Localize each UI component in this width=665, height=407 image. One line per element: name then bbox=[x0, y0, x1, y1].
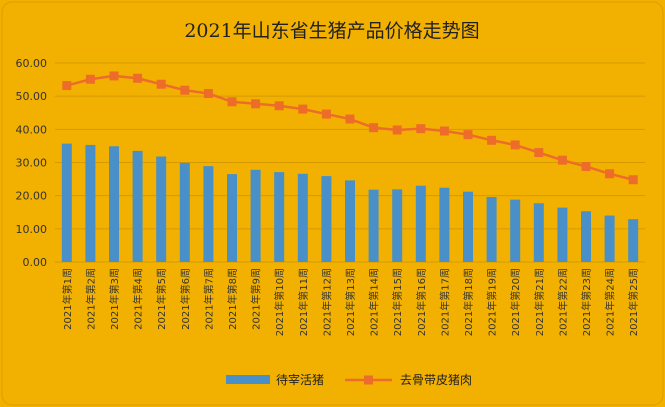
line-marker bbox=[298, 104, 308, 114]
bar bbox=[132, 150, 143, 262]
bar bbox=[392, 189, 403, 262]
bar bbox=[156, 156, 167, 262]
bar bbox=[557, 207, 568, 262]
bar bbox=[85, 144, 96, 262]
line-marker bbox=[227, 97, 237, 107]
x-tick-label: 2021年第19周 bbox=[486, 268, 499, 336]
x-tick-label: 2021年第21周 bbox=[533, 268, 546, 336]
line-marker bbox=[510, 140, 520, 150]
y-tick-label: 50.00 bbox=[16, 90, 48, 103]
bar bbox=[486, 196, 497, 262]
x-tick-label: 2021年第25周 bbox=[627, 268, 640, 336]
line-marker bbox=[605, 169, 615, 179]
bar bbox=[628, 219, 639, 262]
line-marker bbox=[439, 126, 449, 136]
line-marker bbox=[416, 124, 426, 134]
x-tick-label: 2021年第15周 bbox=[391, 268, 404, 336]
line-marker bbox=[133, 73, 143, 83]
bar bbox=[510, 199, 521, 262]
line-marker bbox=[203, 89, 213, 99]
bar bbox=[415, 185, 426, 262]
y-tick-label: 20.00 bbox=[16, 190, 48, 203]
line-marker bbox=[274, 101, 284, 111]
bar bbox=[368, 189, 379, 262]
x-tick-label: 2021年第14周 bbox=[368, 268, 381, 336]
x-tick-label: 2021年第3周 bbox=[108, 268, 121, 330]
x-tick-label: 2021年第22周 bbox=[556, 268, 569, 336]
line-marker bbox=[392, 125, 402, 135]
x-tick-label: 2021年第20周 bbox=[509, 268, 522, 336]
bar bbox=[203, 166, 214, 262]
legend-label-bar: 待宰活猪 bbox=[276, 372, 324, 387]
line-series bbox=[62, 71, 638, 185]
line-marker bbox=[557, 155, 567, 165]
x-tick-label: 2021年第18周 bbox=[462, 268, 475, 336]
x-tick-label: 2021年第11周 bbox=[297, 268, 310, 336]
legend-label-line: 去骨带皮猪肉 bbox=[400, 373, 472, 387]
x-tick-label: 2021年第7周 bbox=[202, 268, 215, 330]
line-marker bbox=[85, 74, 95, 84]
y-tick-label: 40.00 bbox=[16, 123, 48, 136]
x-tick-label: 2021年第1周 bbox=[61, 268, 74, 330]
bar bbox=[463, 191, 473, 262]
bar bbox=[345, 180, 355, 262]
line-marker bbox=[321, 109, 331, 119]
line-marker bbox=[62, 81, 72, 91]
bar bbox=[581, 211, 591, 262]
x-tick-label: 2021年第24周 bbox=[604, 268, 617, 336]
x-tick-label: 2021年第4周 bbox=[132, 268, 145, 330]
y-tick-label: 60.00 bbox=[16, 57, 48, 70]
bar bbox=[179, 162, 190, 262]
x-tick-label: 2021年第12周 bbox=[320, 268, 333, 336]
line-marker bbox=[463, 130, 473, 140]
x-tick-label: 2021年第23周 bbox=[580, 268, 593, 336]
bar bbox=[274, 172, 285, 262]
line-marker bbox=[156, 79, 166, 89]
line-marker bbox=[534, 148, 544, 158]
bar bbox=[533, 203, 544, 262]
bar bbox=[297, 173, 308, 262]
line-marker bbox=[581, 161, 591, 171]
x-tick-label: 2021年第17周 bbox=[438, 268, 451, 336]
bar bbox=[250, 169, 261, 262]
x-tick-label: 2021年第9周 bbox=[250, 268, 263, 330]
line-marker bbox=[487, 135, 497, 145]
bar bbox=[439, 187, 450, 262]
legend-swatch-marker bbox=[364, 375, 373, 385]
x-axis: 2021年第1周 2021年第2周 2021年第3周 2021年第4周 2021年第5周… bbox=[61, 268, 640, 336]
line-marker bbox=[109, 71, 119, 81]
bar-series bbox=[61, 143, 639, 262]
bar bbox=[109, 146, 119, 262]
x-tick-label: 2021年第2周 bbox=[84, 268, 97, 330]
legend-swatch-bar bbox=[226, 375, 270, 384]
x-tick-label: 2021年第5周 bbox=[155, 268, 168, 330]
legend: 待宰活猪 去骨带皮猪肉 bbox=[226, 372, 472, 387]
bar bbox=[61, 143, 72, 262]
line-marker bbox=[180, 85, 190, 95]
y-axis: 0.00 10.00 20.00 30.00 40.00 50.00 60.00 bbox=[16, 57, 48, 269]
line-marker bbox=[251, 99, 261, 109]
x-tick-label: 2021年第8周 bbox=[226, 268, 239, 330]
bar bbox=[227, 174, 237, 262]
line-marker bbox=[369, 123, 379, 133]
chart-title: 2021年山东省生猪产品价格走势图 bbox=[184, 20, 479, 42]
line-marker bbox=[628, 175, 638, 185]
x-tick-label: 2021年第6周 bbox=[179, 268, 192, 330]
bar bbox=[604, 215, 615, 262]
line-marker bbox=[345, 114, 355, 124]
x-tick-label: 2021年第13周 bbox=[344, 268, 357, 336]
y-tick-label: 10.00 bbox=[16, 223, 48, 236]
y-tick-label: 0.00 bbox=[23, 256, 48, 269]
y-tick-label: 30.00 bbox=[16, 157, 48, 170]
bar bbox=[321, 176, 332, 262]
x-tick-label: 2021年第10周 bbox=[273, 268, 286, 336]
x-tick-label: 2021年第16周 bbox=[415, 268, 428, 336]
